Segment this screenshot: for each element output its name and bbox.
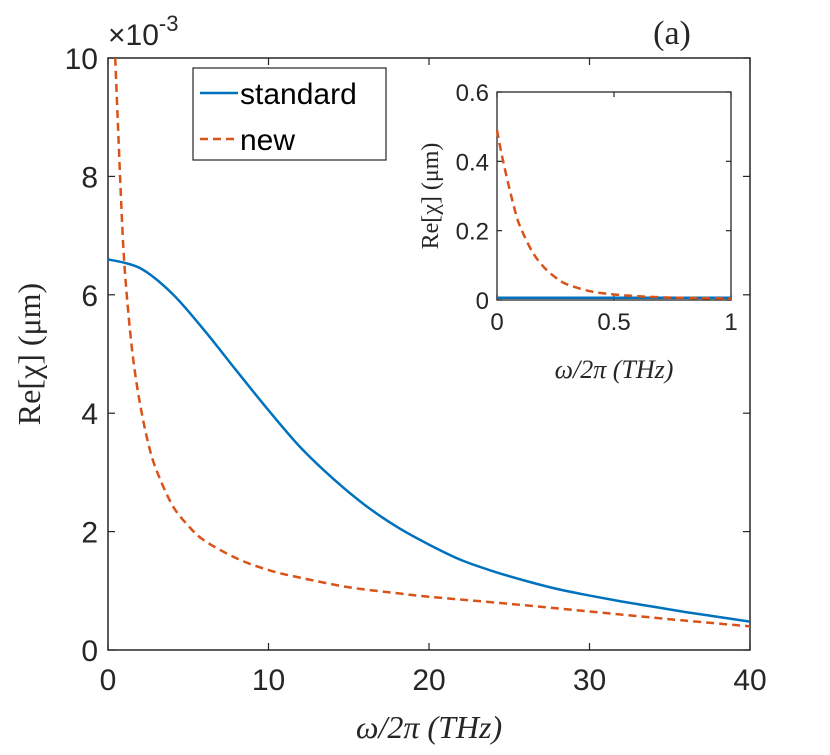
inset-y-axis-label: Re[χ] (μm) (418, 143, 444, 250)
y-tick-label: 0.6 (456, 80, 489, 107)
series-line-new (495, 129, 732, 300)
y-tick-label: 0.2 (456, 219, 489, 246)
x-tick-label: 1 (724, 309, 737, 336)
legend: standard new (192, 67, 387, 161)
x-tick-label: 0 (100, 664, 117, 697)
x-tick-label: 30 (573, 664, 606, 697)
y-tick-label: 0 (476, 288, 489, 315)
inset-x-axis-label: ω/2π (THz) (555, 355, 674, 384)
y-tick-label: 6 (81, 280, 98, 313)
y-exponent-label: ×10-3 (108, 11, 178, 52)
y-tick-label: 2 (81, 517, 98, 550)
exponent-power: -3 (159, 11, 179, 36)
legend-label-new: new (240, 124, 295, 157)
exponent-base: ×10 (108, 19, 159, 52)
y-axis-label: Re[χ] (μm) (11, 283, 47, 425)
panel-label: (a) (653, 15, 691, 52)
x-tick-label: 40 (733, 664, 766, 697)
series-line-new (113, 57, 751, 628)
y-tick-label: 0 (81, 635, 98, 668)
inset-axis-ticks: 0 0.5 1 0 0.2 0.4 0.6 (456, 80, 738, 336)
inset-plot-area (496, 91, 732, 301)
legend-label-standard: standard (240, 78, 357, 111)
legend-box (192, 67, 387, 161)
x-tick-label: 10 (252, 664, 285, 697)
x-tick-label: 20 (412, 664, 445, 697)
y-tick-label: 4 (81, 398, 98, 431)
y-tick-label: 10 (65, 43, 98, 76)
y-tick-label: 0.4 (456, 149, 489, 176)
y-tick-label: 8 (81, 161, 98, 194)
x-axis-label: ω/2π (THz) (356, 709, 502, 745)
x-tick-label: 0.5 (597, 309, 630, 336)
x-tick-label: 0 (490, 309, 503, 336)
main-series (107, 57, 751, 628)
series-line-standard (107, 258, 751, 623)
inset-series (495, 129, 732, 300)
